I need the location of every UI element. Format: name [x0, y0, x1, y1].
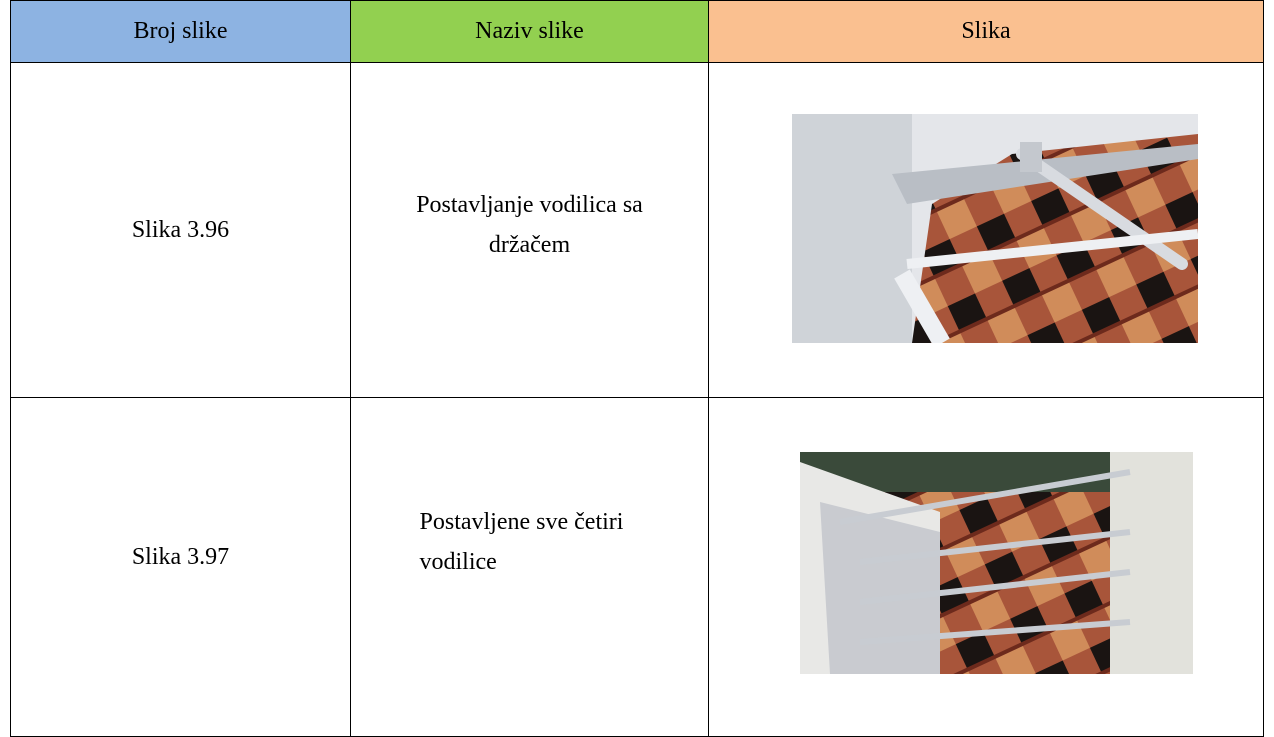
- table-cell: Postavljanje vodilica sa držačem: [350, 62, 709, 398]
- cell-text: Slika 3.97: [131, 543, 230, 570]
- table-cell: Slika 3.97: [10, 397, 351, 737]
- cell-text: Postavljanje vodilica sa držačem: [416, 192, 643, 258]
- header-cell: Naziv slike: [350, 0, 709, 63]
- header-text: Broj slike: [133, 18, 228, 44]
- cell-text: Postavljene sve četiri vodilice: [419, 509, 624, 575]
- header-text: Naziv slike: [475, 18, 584, 44]
- photo: [792, 114, 1198, 343]
- table-cell: Postavljene sve četiri vodilice: [350, 397, 709, 737]
- header-text: Slika: [961, 18, 1011, 44]
- header-cell: Slika: [708, 0, 1264, 63]
- table-cell: Slika 3.96: [10, 62, 351, 398]
- photo: [800, 452, 1193, 674]
- header-cell: Broj slike: [10, 0, 351, 63]
- cell-text: Slika 3.96: [131, 216, 230, 243]
